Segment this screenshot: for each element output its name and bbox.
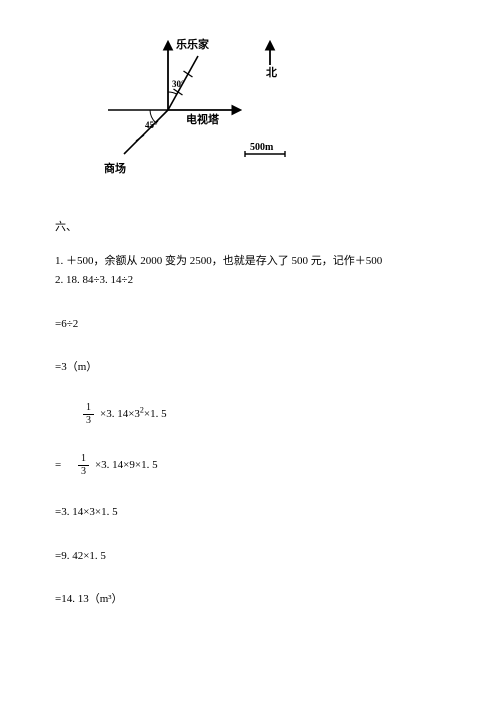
step-2: =3（m）: [55, 360, 445, 375]
step-3: 1 3 ×3. 14×32×1. 5: [81, 403, 445, 426]
label-angle45: 45°: [145, 120, 158, 130]
label-angle30: 30°: [172, 79, 185, 89]
label-lele-home: 乐乐家: [176, 37, 210, 51]
answer-q1: 1. ＋500，余额从 2000 变为 2500，也就是存入了 500 元，记作…: [55, 254, 445, 269]
fraction-1-3: 1 3: [78, 454, 89, 477]
step-1: =6÷2: [55, 317, 445, 332]
section-six-header: 六、: [55, 220, 445, 235]
step-5: =3. 14×3×1. 5: [55, 505, 445, 520]
label-north: 北: [266, 65, 277, 79]
label-tv-tower: 电视塔: [186, 112, 220, 126]
label-mall: 商场: [104, 161, 126, 175]
fraction-1-3: 1 3: [83, 403, 94, 426]
step-4: = 1 3 ×3. 14×9×1. 5: [55, 454, 445, 477]
step-7: =14. 13（m³）: [55, 592, 445, 607]
label-scale: 500m: [250, 142, 274, 153]
direction-diagram: 乐乐家 北 30° 电视塔 45° 商场 500m: [90, 30, 445, 195]
step-6: =9. 42×1. 5: [55, 549, 445, 564]
answer-q2: 2. 18. 84÷3. 14÷2: [55, 273, 445, 288]
diagram-svg: 乐乐家 北 30° 电视塔 45° 商场 500m: [90, 30, 300, 190]
